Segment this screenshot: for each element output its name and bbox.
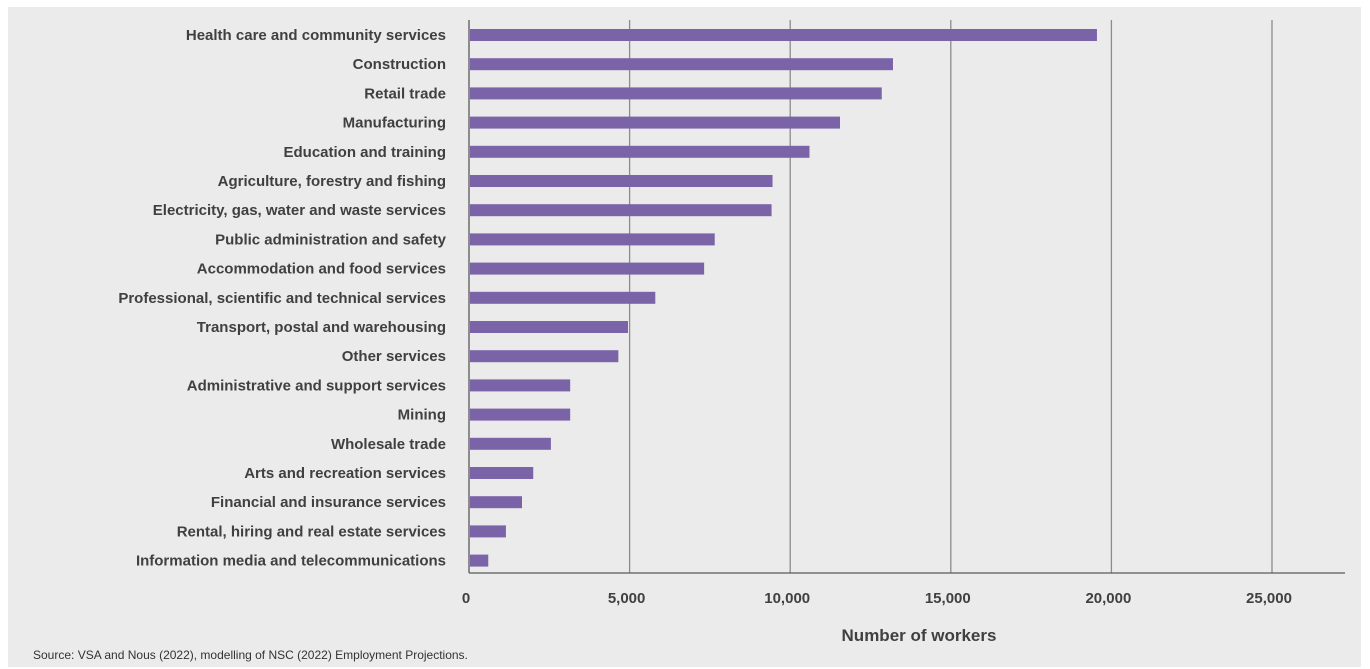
bar-14: [470, 408, 571, 421]
bar-4: [470, 116, 840, 129]
x-tick-label-25000: 25,000: [1246, 590, 1292, 607]
bar-18: [470, 525, 506, 538]
bar-1: [470, 29, 1097, 41]
category-label-4: Manufacturing: [343, 115, 446, 132]
x-tick-label-20000: 20,000: [1085, 590, 1131, 607]
category-label-15: Wholesale trade: [331, 436, 446, 453]
category-label-9: Accommodation and food services: [197, 261, 446, 278]
category-label-3: Retail trade: [364, 85, 446, 102]
bar-10: [470, 291, 656, 304]
category-label-18: Rental, hiring and real estate services: [177, 523, 446, 540]
bar-7: [470, 204, 772, 217]
category-label-10: Professional, scientific and technical s…: [118, 290, 446, 307]
x-tick-label-10000: 10,000: [764, 590, 810, 607]
category-label-7: Electricity, gas, water and waste servic…: [153, 202, 446, 219]
bar-19: [470, 554, 489, 567]
x-tick-label-0: 0: [462, 590, 470, 607]
bar-11: [470, 321, 628, 333]
bar-13: [470, 379, 571, 392]
category-label-12: Other services: [342, 348, 446, 365]
bar-16: [470, 467, 534, 479]
category-label-19: Information media and telecommunications: [136, 553, 446, 570]
bar-9: [470, 262, 705, 275]
bar-15: [470, 437, 551, 450]
category-label-2: Construction: [353, 56, 446, 73]
category-label-6: Agriculture, forestry and fishing: [218, 173, 446, 190]
bar-17: [470, 496, 522, 509]
bar-12: [470, 350, 619, 363]
x-axis-title: Number of workers: [842, 626, 997, 645]
bar-6: [470, 175, 773, 187]
bar-8: [470, 233, 715, 246]
category-label-17: Financial and insurance services: [211, 494, 446, 511]
bar-3: [470, 87, 882, 100]
x-tick-label-15000: 15,000: [925, 590, 971, 607]
category-label-8: Public administration and safety: [215, 231, 447, 248]
category-label-14: Mining: [398, 407, 446, 424]
source-note: Source: VSA and Nous (2022), modelling o…: [33, 648, 468, 662]
category-label-13: Administrative and support services: [187, 377, 446, 394]
category-label-11: Transport, postal and warehousing: [197, 319, 446, 336]
category-label-1: Health care and community services: [186, 27, 446, 44]
bar-5: [470, 145, 810, 158]
category-label-5: Education and training: [283, 144, 446, 161]
x-tick-label-5000: 5,000: [608, 590, 646, 607]
bar-2: [470, 58, 893, 71]
category-label-16: Arts and recreation services: [244, 465, 446, 482]
